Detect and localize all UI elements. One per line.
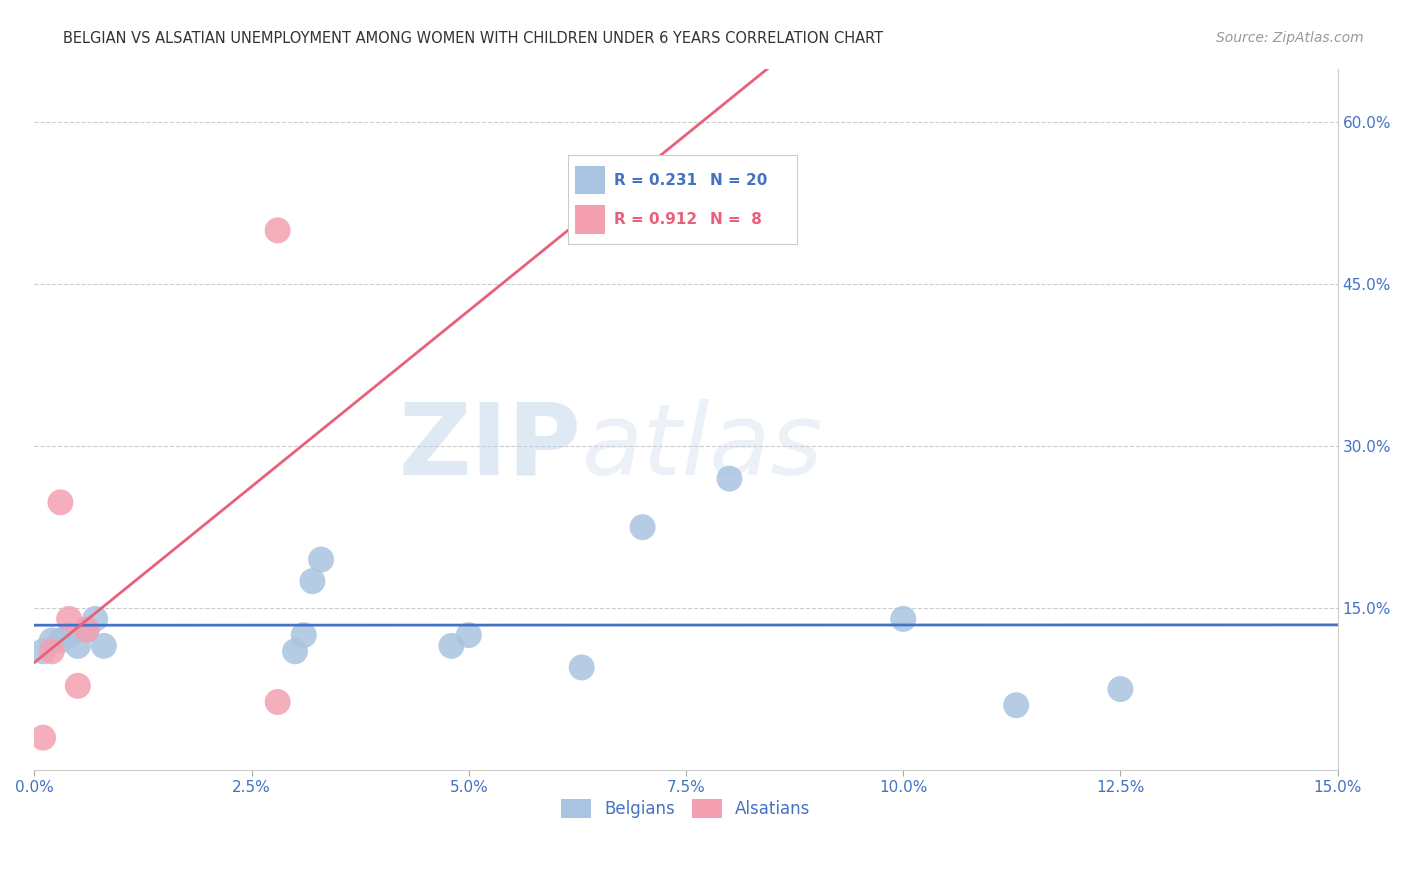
Point [66,639,89,653]
Point [32,644,55,658]
Point [266,223,288,237]
Point [266,695,288,709]
Point [41,633,63,648]
Point [93,639,115,653]
Point [41,644,63,658]
Point [76,623,98,637]
Point [1005,698,1028,713]
Text: R = 0.912: R = 0.912 [614,212,697,227]
Point [309,552,332,566]
Point [292,628,315,642]
Text: R = 0.231: R = 0.231 [614,173,697,187]
Point [457,628,479,642]
FancyBboxPatch shape [575,205,605,234]
Text: atlas: atlas [582,399,824,496]
Point [32,731,55,745]
Legend: Belgians, Alsatians: Belgians, Alsatians [554,792,817,825]
Text: BELGIAN VS ALSATIAN UNEMPLOYMENT AMONG WOMEN WITH CHILDREN UNDER 6 YEARS CORRELA: BELGIAN VS ALSATIAN UNEMPLOYMENT AMONG W… [63,31,883,46]
Point [84,612,107,626]
Point [301,574,323,589]
Point [440,639,463,653]
Point [631,520,654,534]
Text: ZIP: ZIP [399,399,582,496]
Point [49,495,72,509]
Point [58,628,80,642]
Point [1109,681,1132,696]
Point [718,472,741,486]
Point [66,679,89,693]
Text: Source: ZipAtlas.com: Source: ZipAtlas.com [1216,31,1364,45]
Point [49,633,72,648]
Point [571,660,593,674]
Text: N = 20: N = 20 [710,173,768,187]
FancyBboxPatch shape [575,166,605,194]
Point [76,623,98,637]
Point [58,612,80,626]
Point [284,644,307,658]
Point [891,612,914,626]
Text: N =  8: N = 8 [710,212,762,227]
